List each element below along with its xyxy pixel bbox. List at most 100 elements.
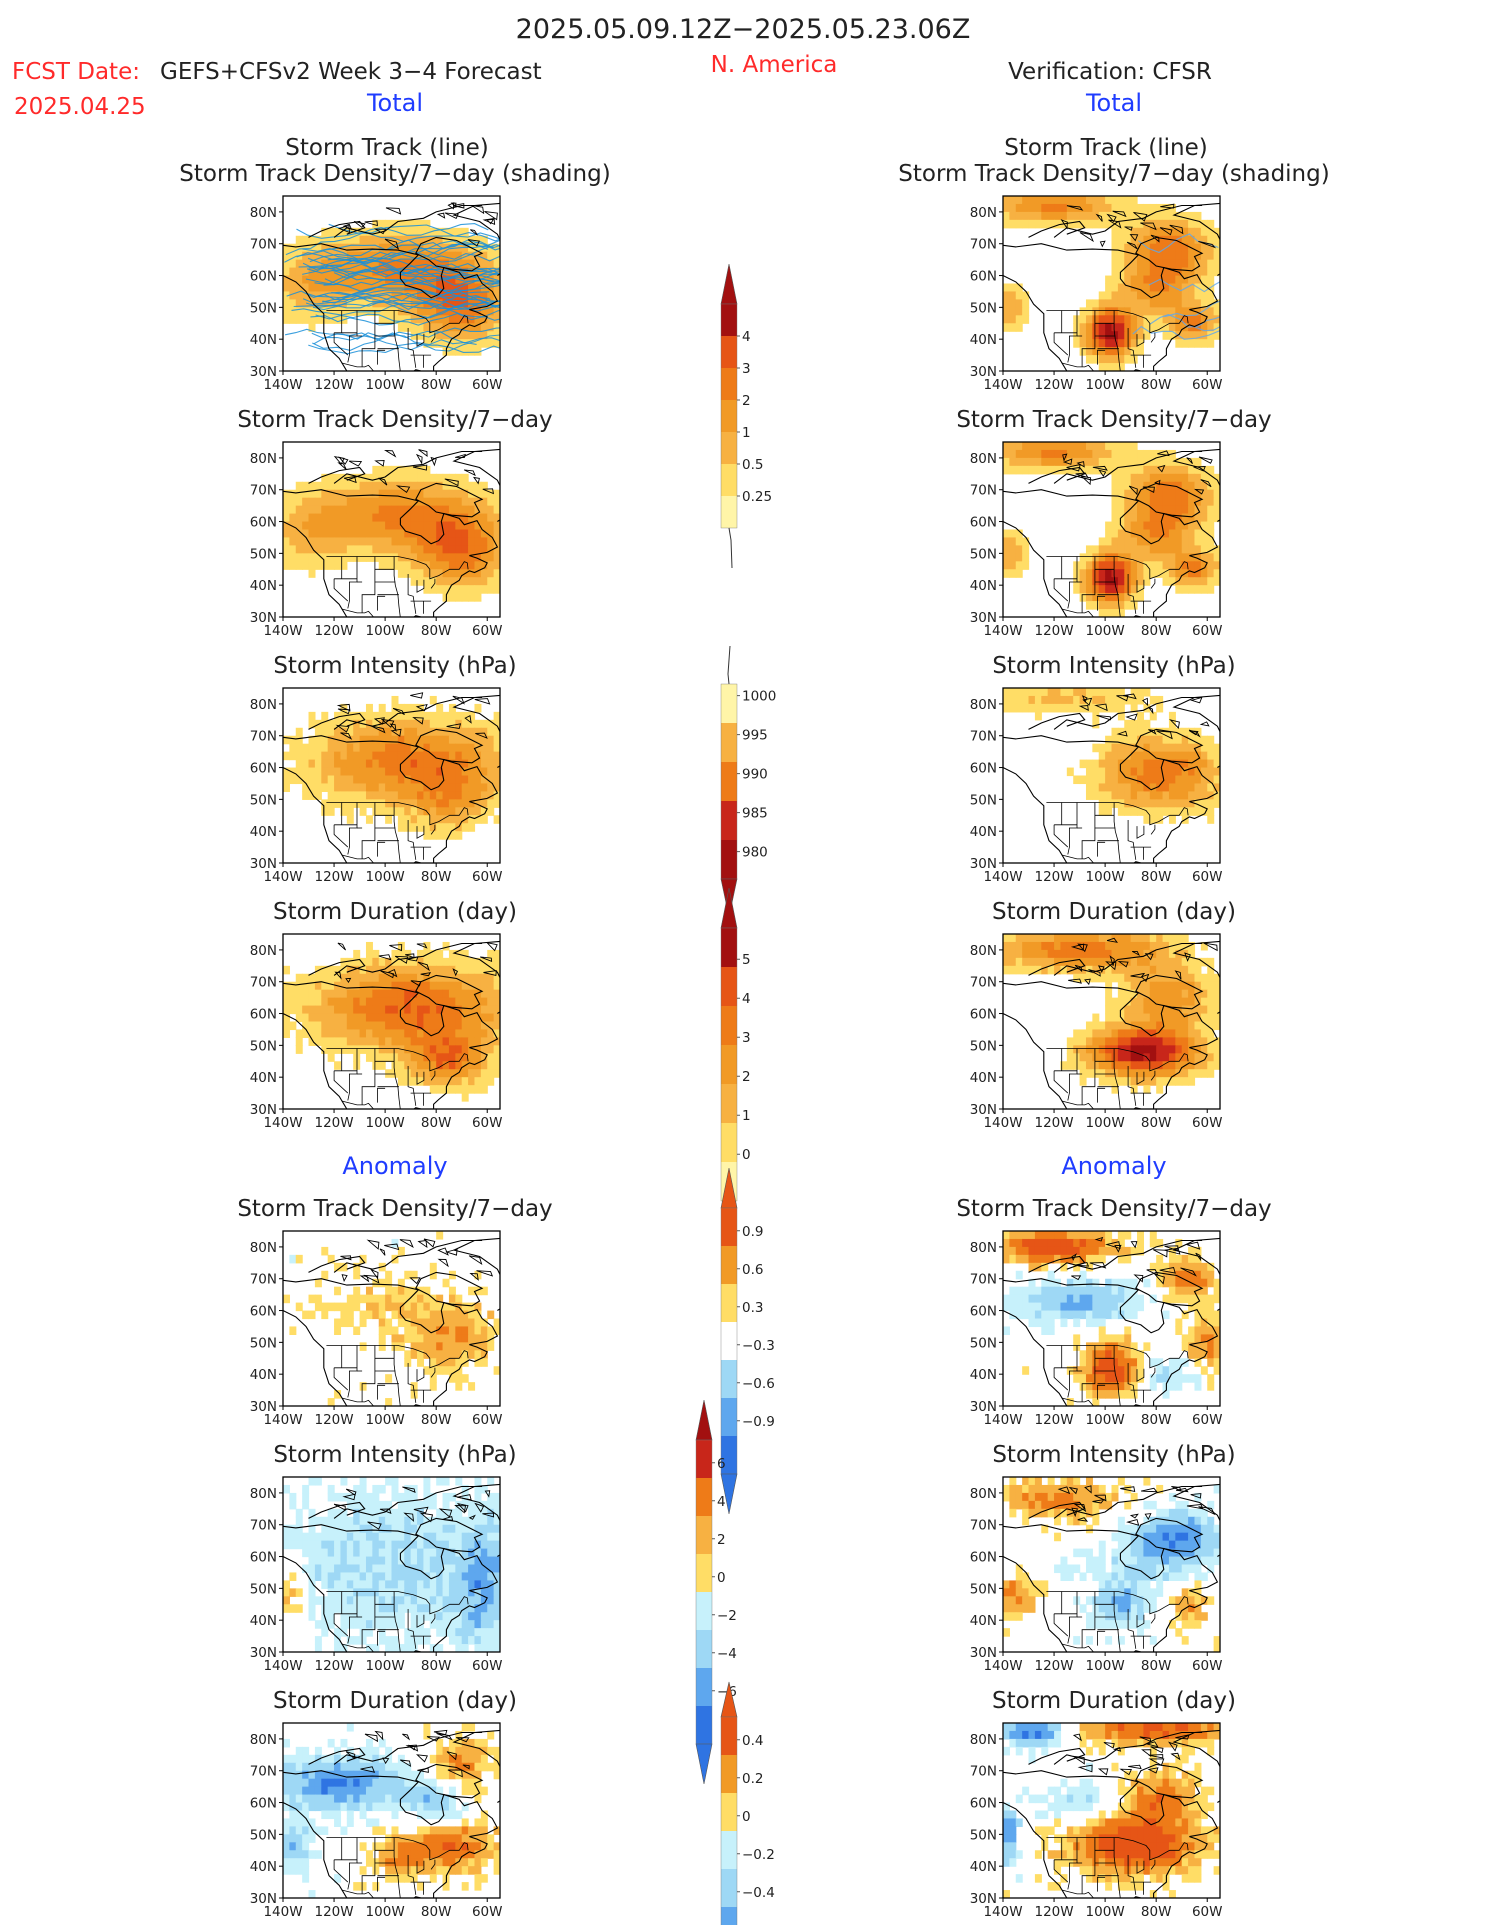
map-cell — [360, 1517, 367, 1526]
map-cell — [468, 577, 475, 586]
map-cell — [1041, 1319, 1048, 1328]
map-cell — [1048, 696, 1055, 705]
map-cell — [1112, 998, 1119, 1007]
map-cell — [1201, 1366, 1208, 1375]
map-cell — [462, 1319, 469, 1328]
map-cell — [1169, 1279, 1176, 1288]
map-cell — [1124, 934, 1131, 943]
map-cell — [443, 736, 450, 745]
map-cell — [1035, 696, 1042, 705]
map-cell — [1048, 212, 1055, 221]
map-cell — [1201, 228, 1208, 237]
map-cell — [455, 744, 462, 753]
map-cell — [1118, 1061, 1125, 1070]
map-cell — [1112, 1037, 1119, 1046]
map-cell — [321, 522, 328, 531]
map-cell — [1086, 1061, 1093, 1070]
map-cell — [1105, 736, 1112, 745]
map-cell — [334, 561, 341, 570]
map-cell — [1124, 1045, 1131, 1054]
map-cell — [360, 712, 367, 721]
map-cell — [430, 1085, 437, 1094]
map-cell — [462, 545, 469, 554]
map-cell — [1016, 1231, 1023, 1240]
map-cell — [1086, 934, 1093, 943]
map-cell — [1112, 236, 1119, 245]
map-cell — [372, 990, 379, 999]
map-cell — [1118, 299, 1125, 308]
map-cell — [1105, 998, 1112, 1007]
map-cell — [1163, 1029, 1170, 1038]
map-cell — [1137, 1358, 1144, 1367]
map-cell — [462, 1069, 469, 1078]
map-cell — [1169, 530, 1176, 539]
map-cell — [487, 569, 494, 578]
map-cell — [309, 522, 316, 531]
map-cell — [1073, 1295, 1080, 1304]
map-cell — [360, 545, 367, 554]
map-cell — [417, 553, 424, 562]
map-cell — [1086, 1366, 1093, 1375]
map-cell — [1092, 1014, 1099, 1023]
map-cell — [1092, 1255, 1099, 1264]
map-cell — [372, 799, 379, 808]
map-cell — [1137, 760, 1144, 769]
map-cell — [1169, 752, 1176, 761]
map-cell — [347, 1311, 354, 1320]
map-cell — [1150, 498, 1157, 507]
map-cell — [1124, 466, 1131, 475]
map-cell — [443, 1501, 450, 1510]
map-cell — [334, 799, 341, 808]
map-cell — [1086, 1231, 1093, 1240]
map-cell — [1022, 1303, 1029, 1312]
map-cell — [468, 347, 475, 356]
map-cell — [392, 474, 399, 483]
lat-tick-label: 50N — [250, 792, 277, 808]
map-cell — [366, 1295, 373, 1304]
map-cell — [436, 1509, 443, 1518]
map-cell — [392, 982, 399, 991]
map-cell — [315, 1303, 322, 1312]
map-cell — [1112, 569, 1119, 578]
map-cell — [1118, 609, 1125, 618]
map-cell — [487, 799, 494, 808]
map-cell — [1169, 950, 1176, 959]
map-cell — [366, 474, 373, 483]
map-cell — [1175, 490, 1182, 499]
lon-tick-label: 60W — [472, 1412, 503, 1428]
map-cell — [462, 1093, 469, 1102]
map-cell — [315, 482, 322, 491]
map-cell — [417, 1022, 424, 1031]
panel-title: Storm Track Density/7−day (shading) — [898, 161, 1329, 187]
map-cell — [1124, 807, 1131, 816]
map-cell — [1118, 363, 1125, 372]
map-cell — [385, 553, 392, 562]
map-cell — [1163, 482, 1170, 491]
map-cell — [1105, 442, 1112, 451]
map-cell — [411, 791, 418, 800]
map-cell — [1092, 1390, 1099, 1399]
map-cell — [353, 728, 360, 737]
map-cell — [328, 530, 335, 539]
map-cell — [360, 1255, 367, 1264]
map-cell — [1169, 466, 1176, 475]
map-cell — [436, 553, 443, 562]
map-cell — [366, 736, 373, 745]
map-cell — [289, 506, 296, 515]
map-cell — [372, 1303, 379, 1312]
map-cell — [379, 744, 386, 753]
map-cell — [1105, 331, 1112, 340]
map-cell — [1099, 1342, 1106, 1351]
map-cell — [1169, 1382, 1176, 1391]
map-cell — [1207, 236, 1214, 245]
map-cell — [1112, 601, 1119, 610]
map-cell — [379, 1319, 386, 1328]
map-cell — [1163, 966, 1170, 975]
map-cell — [1099, 696, 1106, 705]
map-cell — [1207, 268, 1214, 277]
map-cell — [296, 244, 303, 253]
map-cell — [1099, 291, 1106, 300]
map-cell — [1092, 696, 1099, 705]
map-cell — [1137, 1231, 1144, 1240]
map-cell — [1112, 561, 1119, 570]
